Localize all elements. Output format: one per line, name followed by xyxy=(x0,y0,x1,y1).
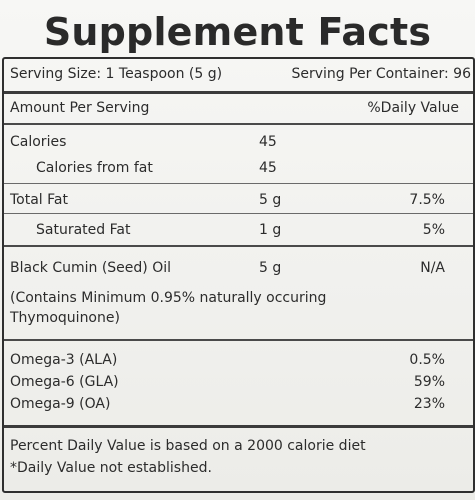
nutrient-name: Calories from fat xyxy=(36,160,153,176)
divider-2 xyxy=(4,123,473,125)
omega-name: Omega-9 (OA) xyxy=(10,396,111,412)
omega-name: Omega-6 (GLA) xyxy=(10,374,119,390)
serving-per-container: Serving Per Container: 96 xyxy=(291,66,471,82)
omega-dv: 23% xyxy=(413,396,445,412)
omega-name: Omega-3 (ALA) xyxy=(10,352,118,368)
divider-thick-1 xyxy=(4,91,473,94)
divider-4 xyxy=(4,213,473,214)
nutrient-name: Total Fat xyxy=(10,192,68,208)
nutrient-dv: N/A xyxy=(420,260,445,276)
nutrient-name: Black Cumin (Seed) Oil xyxy=(10,260,171,276)
divider-7 xyxy=(4,425,473,428)
nutrient-name: Saturated Fat xyxy=(36,222,131,238)
note-text: (Contains Minimum 0.95% naturally occuri… xyxy=(10,290,327,306)
label-title: Supplement Facts xyxy=(43,10,432,54)
facts-box: Serving Size: 1 Teaspoon (5 g) Serving P… xyxy=(2,57,475,493)
serving-size: Serving Size: 1 Teaspoon (5 g) xyxy=(10,66,223,82)
footer-text: *Daily Value not established. xyxy=(10,460,212,476)
amount-per-serving: Amount Per Serving xyxy=(10,100,150,116)
daily-value-header: %Daily Value xyxy=(367,100,459,116)
nutrient-name: Calories xyxy=(10,134,67,150)
nutrient-dv: 7.5% xyxy=(409,192,445,208)
nutrient-amount: 1 g xyxy=(259,222,282,238)
note-text: Thymoquinone) xyxy=(10,310,120,326)
nutrient-amount: 5 g xyxy=(259,260,282,276)
footer-text: Percent Daily Value is based on a 2000 c… xyxy=(10,438,366,454)
omega-dv: 59% xyxy=(413,374,445,390)
divider-3 xyxy=(4,183,473,184)
divider-6 xyxy=(4,339,473,341)
nutrient-amount: 5 g xyxy=(259,192,282,208)
omega-dv: 0.5% xyxy=(409,352,445,368)
nutrient-amount: 45 xyxy=(259,160,277,176)
nutrient-dv: 5% xyxy=(422,222,445,238)
divider-5 xyxy=(4,245,473,247)
nutrient-amount: 45 xyxy=(259,134,277,150)
